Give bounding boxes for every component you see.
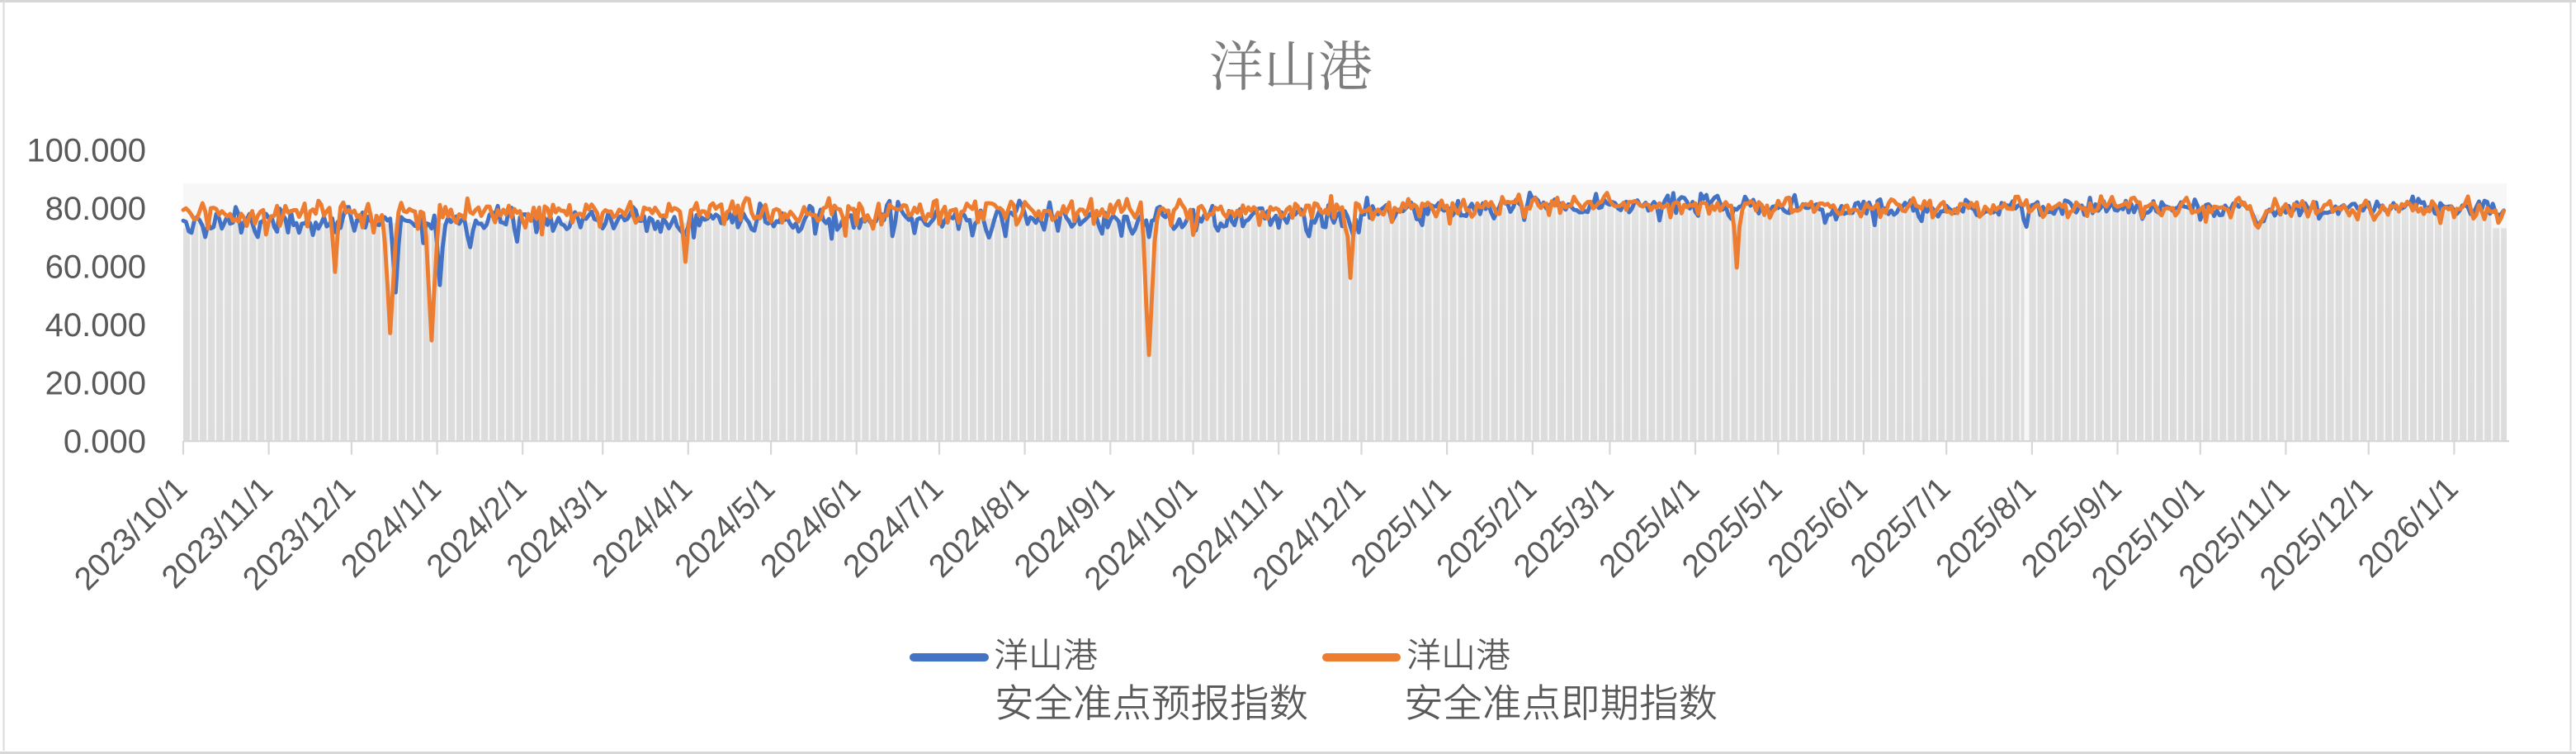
svg-text:20.000: 20.000 — [45, 366, 146, 402]
svg-text:40.000: 40.000 — [45, 307, 146, 344]
svg-text:60.000: 60.000 — [45, 249, 146, 286]
svg-text:0.000: 0.000 — [64, 424, 146, 460]
svg-text:80.000: 80.000 — [45, 191, 146, 227]
svg-text:100.000: 100.000 — [26, 132, 146, 168]
